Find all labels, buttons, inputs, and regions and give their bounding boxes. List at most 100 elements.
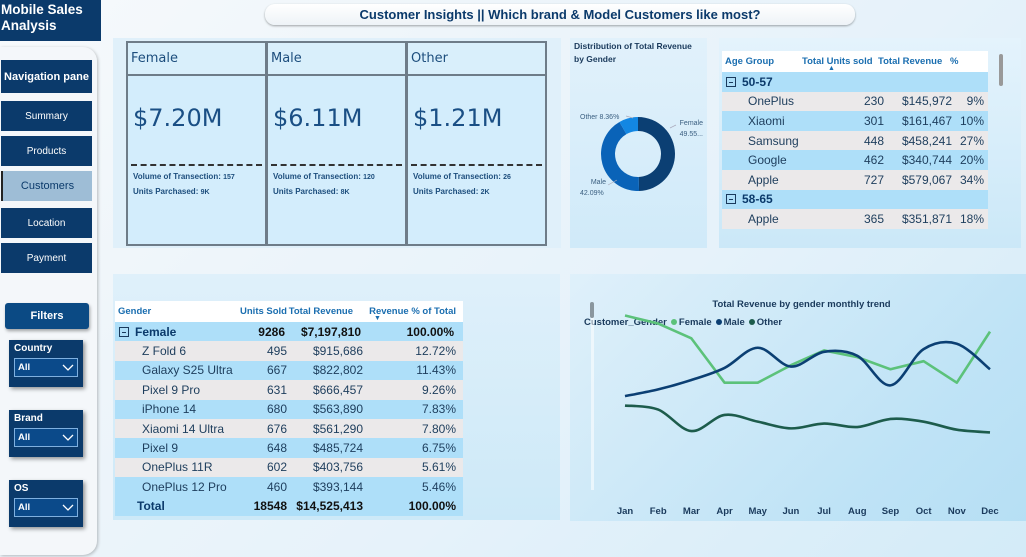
country-dropdown[interactable]: All [14, 358, 78, 377]
os-slicer: OS All [9, 480, 83, 527]
age-group-label: 58-65 [742, 192, 773, 207]
header-percent[interactable]: % [950, 56, 959, 67]
x-tick-label: Jun [782, 506, 799, 517]
header-age-group[interactable]: Age Group [725, 56, 775, 67]
brand-cell: Samsung [748, 133, 799, 148]
age-group-row: 50-57 [722, 72, 988, 92]
card-divider [271, 164, 402, 166]
donut-chart: Female 49.55... Other 8.36% Male 42.09% [580, 114, 703, 197]
line-series-male[interactable] [624, 340, 991, 398]
line-series-other[interactable] [624, 404, 991, 434]
card-volume: Volume of Transection: 26 [413, 172, 511, 181]
pct-cell: 34% [959, 172, 984, 187]
model-cell: Pixel 9 [142, 441, 179, 456]
table-row: Pixel 9 648 $485,724 6.75% [115, 438, 463, 458]
legend-dot-icon [748, 319, 755, 325]
x-tick-label: May [748, 506, 767, 517]
brand-cell: Apple [748, 211, 779, 226]
revenue-cell: $561,290 [312, 421, 363, 436]
model-cell: Pixel 9 Pro [142, 382, 201, 397]
revenue-cell: $145,972 [901, 94, 952, 109]
chart-scroll-track [591, 318, 594, 490]
country-slicer-label: Country [14, 343, 53, 354]
nav-customers-button[interactable]: Customers [1, 171, 92, 201]
model-cell: iPhone 14 [142, 402, 197, 417]
table-row: Pixel 9 Pro 631 $666,457 9.26% [115, 380, 463, 400]
x-tick-label: Feb [650, 506, 667, 517]
revenue-cell: $351,871 [901, 211, 952, 226]
chevron-down-icon [62, 364, 74, 371]
total-pct: 100.00% [408, 499, 456, 513]
units-cell: 448 [863, 133, 884, 148]
legend-item-other[interactable]: Other [748, 317, 782, 328]
x-tick-label: Sep [882, 506, 900, 517]
filters-button[interactable]: Filters [5, 303, 89, 329]
x-tick-label: Jul [817, 506, 831, 517]
header-total-revenue[interactable]: Total Revenue [288, 306, 353, 317]
card-volume: Volume of Transection: 157 [133, 172, 235, 181]
gender-group-row: Female 9286 $7,197,810 100.00% [115, 322, 463, 342]
line-series-female[interactable] [624, 314, 992, 384]
legend-item-female[interactable]: Female [670, 317, 712, 328]
units-cell: 648 [266, 441, 287, 456]
total-row: Total 18548 $14,525,413 100.00% [115, 496, 463, 516]
header-total-revenue[interactable]: Total Revenue [878, 56, 943, 67]
navigation-panel [0, 47, 97, 555]
x-tick-label: Mar [683, 506, 700, 517]
header-revenue-pct[interactable]: Revenue % of Total ▼ [369, 306, 456, 322]
card-revenue: $7.20M [133, 104, 223, 132]
legend-item-male[interactable]: Male [715, 317, 745, 328]
table-row: Apple 727 $579,067 34% [722, 169, 988, 190]
collapse-icon[interactable] [726, 194, 736, 205]
card-revenue: $6.11M [273, 104, 363, 132]
donut-slice-other[interactable] [619, 117, 638, 135]
table-header: Gender Units Sold Total Revenue Revenue … [115, 301, 463, 322]
units-cell: 365 [863, 211, 884, 226]
revenue-cell: $458,241 [901, 133, 952, 148]
model-cell: OnePlus 12 Pro [142, 479, 227, 494]
donut-slice-female[interactable] [638, 117, 676, 191]
donut-label-female: Female [680, 120, 703, 127]
pct-cell: 9% [966, 94, 984, 109]
table-row: Xiaomi 301 $161,467 10% [722, 111, 988, 131]
table-row: Xiaomi 14 Ultra 676 $561,290 7.80% [115, 418, 463, 439]
collapse-icon[interactable] [119, 326, 129, 337]
os-slicer-label: OS [14, 483, 29, 494]
pct-cell: 10% [959, 113, 984, 128]
donut-slice-male[interactable] [601, 121, 640, 192]
age-table-scrollbar[interactable] [999, 54, 1003, 86]
brand-slicer-label: Brand [14, 413, 43, 424]
page-title: Customer Insights || Which brand & Model… [265, 4, 855, 25]
collapse-icon[interactable] [726, 76, 736, 87]
group-units: 9286 [258, 324, 285, 339]
pct-cell: 9.26% [421, 382, 456, 397]
revenue-cell: $563,890 [312, 402, 363, 417]
nav-summary-button[interactable]: Summary [1, 101, 92, 131]
brand-cell: OnePlus [748, 94, 795, 109]
header-units-sold[interactable]: Units Sold [240, 306, 287, 317]
female-card: Female $7.20M Volume of Transection: 157… [126, 41, 267, 246]
donut-leader-line [607, 179, 618, 186]
brand-dropdown[interactable]: All [14, 428, 78, 447]
chart-scrollbar[interactable] [590, 302, 594, 318]
donut-leader-line [669, 124, 677, 129]
units-cell: 301 [863, 113, 884, 128]
units-cell: 680 [266, 402, 287, 417]
group-pct: 100.00% [406, 324, 454, 339]
nav-products-button[interactable]: Products [1, 136, 92, 166]
age-group-label: 50-57 [742, 74, 773, 89]
pct-cell: 11.43% [416, 363, 456, 378]
card-units: Units Parchased: 8K [273, 187, 350, 196]
units-cell: 631 [266, 382, 287, 397]
header-gender[interactable]: Gender [118, 306, 152, 317]
os-dropdown[interactable]: All [14, 498, 78, 517]
card-gender-label: Female [128, 43, 265, 76]
nav-payment-button[interactable]: Payment [1, 243, 92, 273]
card-divider [411, 164, 542, 166]
table-header: Age Group Total Units sold ▲ Total Revenu… [722, 51, 988, 72]
revenue-cell: $579,067 [901, 172, 952, 187]
total-revenue: $14,525,413 [296, 499, 363, 513]
header-total-units-sold[interactable]: Total Units sold ▲ [802, 56, 873, 72]
pct-cell: 6.75% [421, 441, 456, 456]
nav-location-button[interactable]: Location [1, 208, 92, 238]
